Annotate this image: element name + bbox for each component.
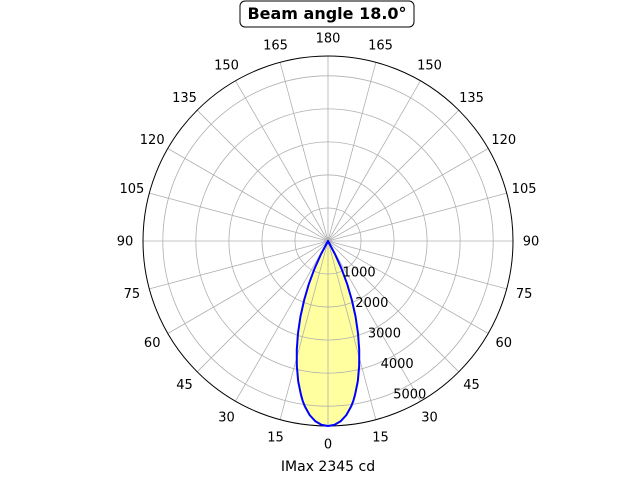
angle-tick-label: 90 xyxy=(523,235,540,250)
angle-tick-label: 30 xyxy=(421,410,438,425)
angle-grid-line xyxy=(327,80,421,242)
angle-tick-label: 15 xyxy=(372,431,389,446)
angle-grid-line xyxy=(235,80,329,242)
radial-tick-label: 4000 xyxy=(381,357,414,372)
title-box: Beam angle 18.0° xyxy=(239,0,415,28)
beam-intensity-curve xyxy=(295,240,361,427)
angle-grid-line xyxy=(149,240,329,290)
angle-grid-line xyxy=(235,240,329,402)
angle-tick-label: 150 xyxy=(214,59,239,74)
radial-tick-label: 1000 xyxy=(343,266,376,281)
angle-tick-label: 180 xyxy=(316,32,341,47)
angle-grid-line xyxy=(327,240,507,290)
angle-grid-line xyxy=(167,148,329,242)
angle-grid-line xyxy=(279,240,329,420)
angle-tick-label: 15 xyxy=(267,431,284,446)
angle-tick-label: 165 xyxy=(263,38,288,53)
chart-title: Beam angle 18.0° xyxy=(247,4,406,23)
angle-tick-label: 150 xyxy=(417,59,442,74)
angle-grid-line xyxy=(327,240,460,373)
x-axis-label: IMax 2345 cd xyxy=(281,459,375,475)
angle-tick-label: 90 xyxy=(117,235,134,250)
angle-tick-label: 120 xyxy=(491,133,516,148)
angle-grid-line xyxy=(327,240,489,334)
radial-tick-label: 2000 xyxy=(355,296,388,311)
angle-tick-label: 105 xyxy=(512,182,537,197)
angle-tick-label: 75 xyxy=(516,287,533,302)
angle-tick-label: 60 xyxy=(496,336,513,351)
angle-grid-line xyxy=(196,240,329,373)
grid-layer xyxy=(143,56,513,426)
angle-grid-line xyxy=(327,240,421,402)
radial-tick-label: 3000 xyxy=(368,327,401,342)
angle-grid-line xyxy=(149,192,329,242)
angle-tick-label: 60 xyxy=(144,336,161,351)
series-layer xyxy=(295,240,361,427)
angle-tick-label: 30 xyxy=(218,410,235,425)
angle-tick-label: 120 xyxy=(140,133,165,148)
angle-tick-label: 45 xyxy=(176,378,193,393)
angle-grid-line xyxy=(327,240,377,420)
angle-tick-label: 45 xyxy=(463,378,480,393)
angle-tick-label: 135 xyxy=(172,91,197,106)
angle-grid-line xyxy=(327,148,489,242)
angle-tick-label: 75 xyxy=(124,287,141,302)
angle-grid-line xyxy=(327,192,507,242)
angle-grid-line xyxy=(327,62,377,242)
angle-tick-labels: 180 1651501351201059075604530150153045607… xyxy=(117,32,540,453)
radial-tick-labels: 1000 2000 3000 4000 5000 xyxy=(343,266,427,403)
angle-tick-label: 165 xyxy=(368,38,393,53)
angle-tick-label: 135 xyxy=(459,91,484,106)
radial-tick-label: 5000 xyxy=(393,388,426,403)
angle-grid-line xyxy=(279,62,329,242)
angle-tick-label: 0 xyxy=(324,438,332,453)
angle-grid-line xyxy=(196,109,329,242)
angle-tick-label: 105 xyxy=(119,182,144,197)
angle-grid-line xyxy=(167,240,329,334)
angle-grid-line xyxy=(327,109,460,242)
